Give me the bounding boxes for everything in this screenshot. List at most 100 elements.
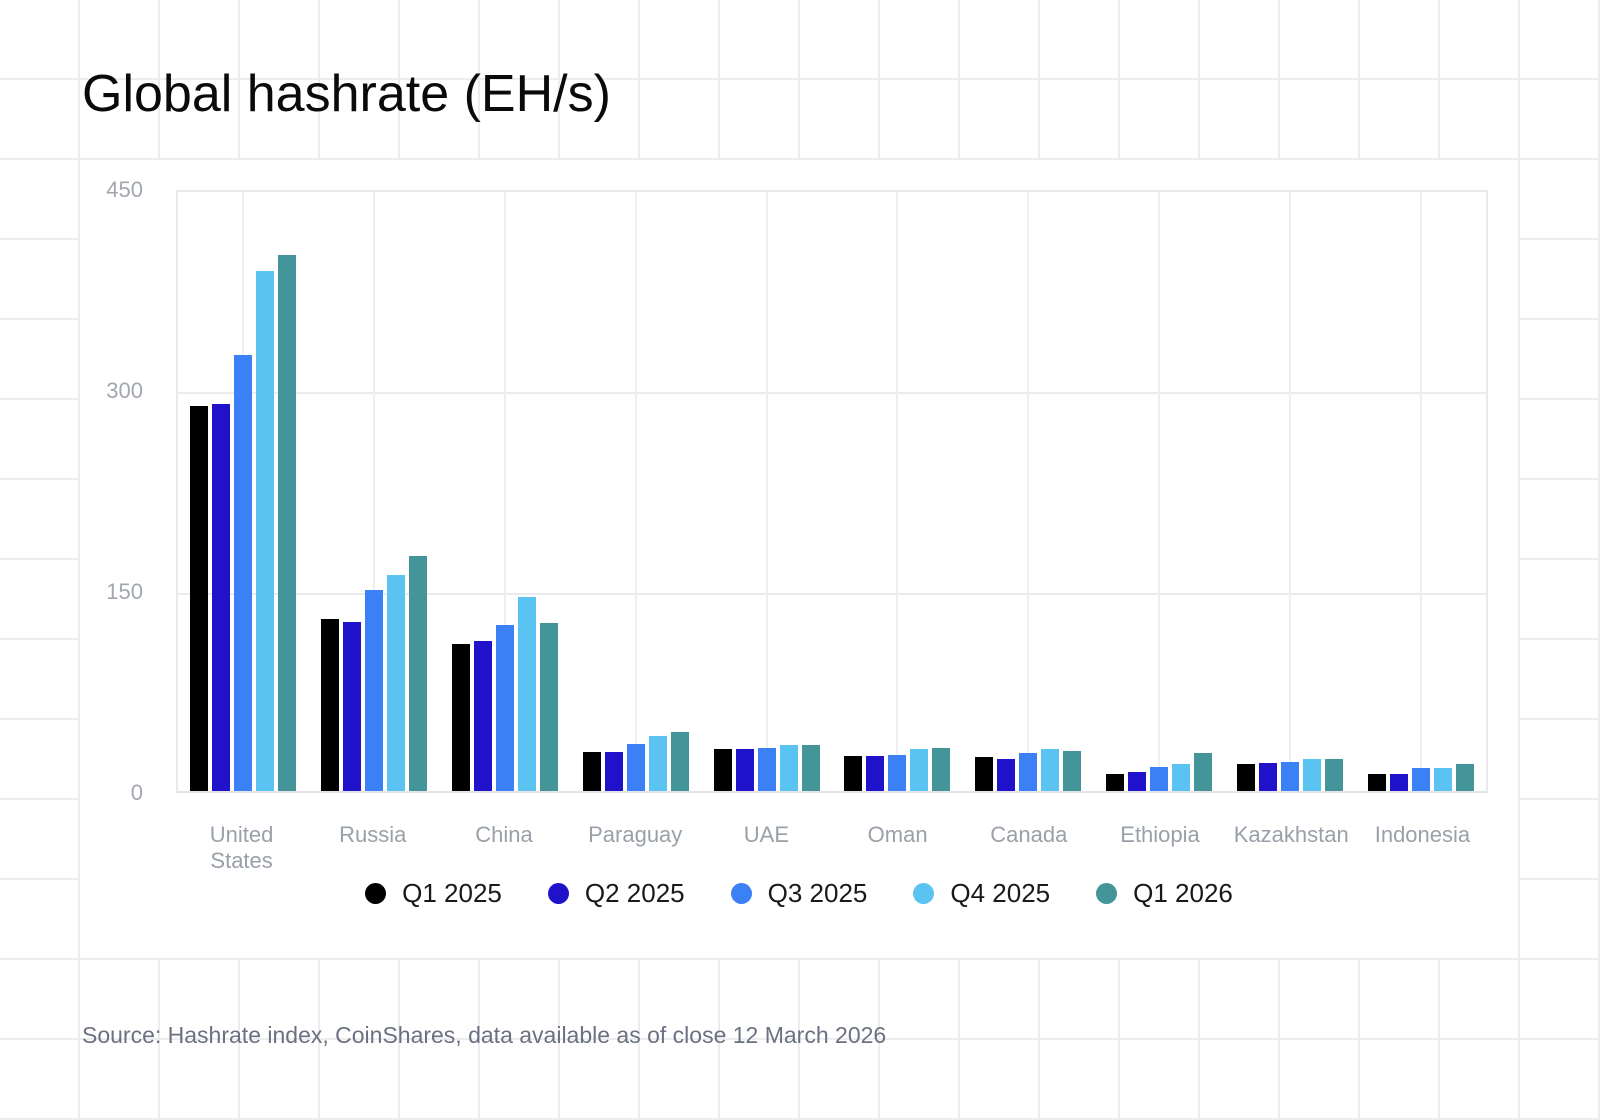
bar [779, 745, 798, 791]
bar [1258, 763, 1277, 791]
bar [1455, 764, 1474, 791]
bar [1171, 764, 1190, 791]
x-axis-label: Paraguay [588, 822, 683, 847]
gridline-horizontal [178, 392, 1486, 394]
bar [1411, 768, 1430, 791]
bar [343, 622, 362, 791]
bar [1324, 759, 1343, 791]
bar [1149, 767, 1168, 791]
bar-group [1224, 192, 1355, 791]
legend-dot-icon [1096, 883, 1118, 904]
bar [1105, 774, 1124, 791]
legend-label: Q3 2025 [767, 878, 868, 908]
bar [365, 590, 384, 791]
legend-label: Q4 2025 [950, 878, 1051, 908]
bar [256, 271, 275, 791]
gridline-vertical [1288, 192, 1291, 791]
bar [1367, 774, 1386, 791]
bar [910, 749, 929, 791]
gridline-vertical [504, 192, 506, 791]
gridline-vertical [1158, 192, 1160, 791]
bar [1127, 772, 1146, 791]
y-axis-tick: 300 [106, 378, 143, 403]
legend-item[interactable]: Q3 2025 [730, 878, 868, 909]
bar [234, 355, 253, 791]
bar [932, 748, 951, 791]
bar [278, 255, 297, 791]
bar [1193, 753, 1212, 791]
bar [539, 623, 558, 791]
bar [648, 736, 667, 791]
bar [517, 597, 536, 791]
plot-area [176, 190, 1488, 793]
x-axis-label: Oman [867, 822, 928, 847]
bar [997, 759, 1016, 791]
bar [1389, 774, 1408, 791]
legend-label: Q1 2026 [1133, 878, 1233, 908]
x-axis-label: United States [209, 822, 274, 873]
gridline-vertical [765, 192, 768, 791]
bar-group [178, 192, 309, 791]
legend-label: Q1 2025 [402, 878, 502, 908]
bar [212, 404, 231, 791]
bar [1041, 749, 1060, 791]
x-axis-label: China [475, 822, 533, 847]
bar [626, 744, 645, 791]
bar [670, 732, 689, 791]
bar [801, 745, 820, 791]
x-axis: United States Russia China Paraguay UAE Oman C… [176, 822, 1488, 874]
legend-dot-icon [913, 883, 935, 904]
bar [844, 756, 863, 791]
bar [713, 749, 732, 791]
bar [495, 625, 514, 791]
bar [604, 752, 623, 791]
legend-dot-icon [730, 883, 752, 904]
legend-item[interactable]: Q1 2026 [1096, 878, 1233, 909]
x-axis-label: Ethiopia [1120, 822, 1200, 847]
x-axis-label: Canada [990, 822, 1068, 847]
y-axis-tick: 0 [130, 780, 143, 805]
bar-group [1355, 192, 1486, 791]
bar [1019, 753, 1038, 791]
bar-group [832, 192, 963, 791]
bar [387, 575, 406, 791]
x-axis-label: Indonesia [1374, 822, 1471, 847]
bar [473, 641, 492, 791]
x-axis-label: UAE [743, 822, 790, 847]
legend-item[interactable]: Q2 2025 [547, 878, 685, 909]
bar [582, 752, 601, 791]
bar [1063, 751, 1082, 791]
bar-group [963, 192, 1094, 791]
bar-group [701, 192, 832, 791]
gridline-vertical [896, 192, 899, 791]
legend-dot-icon [365, 883, 387, 904]
bar [409, 556, 428, 791]
x-axis-label: Kazakhstan [1233, 822, 1349, 847]
y-axis-tick: 450 [106, 177, 143, 202]
gridline-vertical [634, 192, 637, 791]
legend-dot-icon [547, 883, 569, 904]
bar [321, 619, 340, 791]
bar-groups [178, 192, 1486, 791]
x-axis-label: Russia [339, 822, 407, 847]
legend-label: Q2 2025 [584, 878, 685, 908]
gridline-horizontal [178, 593, 1486, 595]
bar [888, 755, 907, 791]
bar [975, 757, 994, 791]
bar [1302, 759, 1321, 791]
bar [1280, 762, 1299, 791]
legend: Q1 2025 Q2 2025 Q3 2025 Q4 2025 Q1 2026 [80, 878, 1518, 909]
gridline-vertical [1027, 192, 1030, 791]
chart-card: 450 300 150 0 United States Russia China Parag… [80, 160, 1518, 958]
chart-title: Global hashrate (EH/s) [82, 65, 611, 123]
bar [866, 756, 885, 791]
legend-item[interactable]: Q1 2025 [365, 878, 502, 909]
y-axis-tick: 150 [106, 579, 143, 604]
bar [757, 748, 776, 791]
bar [1433, 768, 1452, 791]
bar [451, 644, 470, 791]
gridline-vertical [373, 192, 376, 791]
legend-item[interactable]: Q4 2025 [913, 878, 1050, 909]
bar [190, 406, 209, 791]
